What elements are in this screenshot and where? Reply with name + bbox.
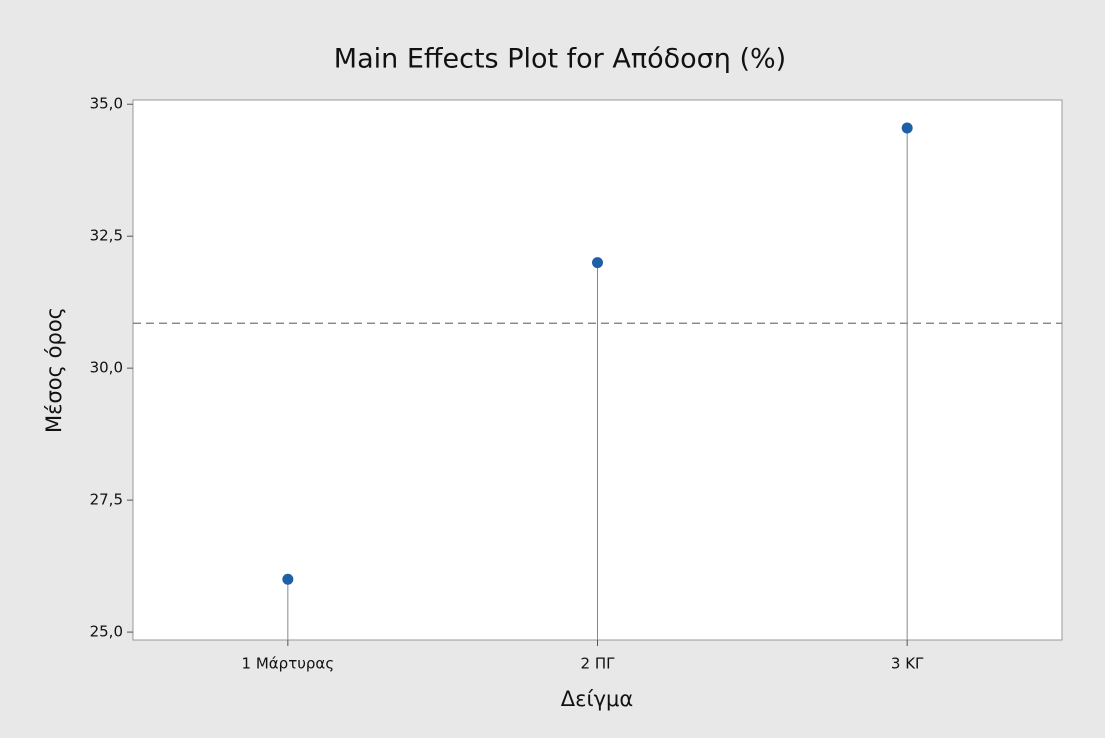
- y-axis-label: Μέσος όρος: [42, 307, 66, 433]
- y-tick-label: 27,5: [90, 491, 123, 509]
- y-tick-label: 32,5: [90, 227, 123, 245]
- x-tick-label: 2 ΠΓ: [581, 655, 616, 673]
- y-tick-label: 35,0: [90, 95, 123, 113]
- point: [282, 573, 294, 585]
- chart-title: Main Effects Plot for Απόδοση (%): [334, 44, 786, 75]
- y-tick-label: 25,0: [90, 623, 123, 641]
- point: [592, 257, 603, 269]
- y-tick-label: 30,0: [90, 359, 123, 377]
- x-tick-label: 3 ΚΓ: [891, 655, 924, 673]
- x-tick-label: 1 Μάρτυρας: [242, 655, 335, 673]
- point: [901, 122, 913, 134]
- x-axis-label: Δείγμα: [561, 687, 633, 711]
